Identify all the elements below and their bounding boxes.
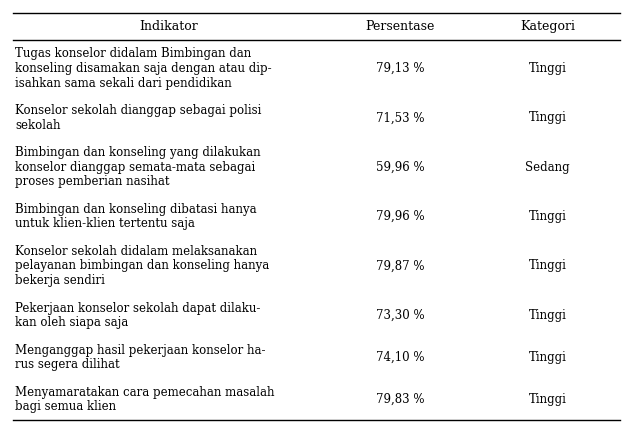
Text: kan oleh siapa saja: kan oleh siapa saja (15, 316, 128, 329)
Text: 71,53 %: 71,53 % (376, 112, 424, 124)
Text: Tugas konselor didalam Bimbingan dan: Tugas konselor didalam Bimbingan dan (15, 48, 251, 60)
Text: Pekerjaan konselor sekolah dapat dilaku-: Pekerjaan konselor sekolah dapat dilaku- (15, 302, 261, 314)
Text: Sedang: Sedang (525, 161, 570, 174)
Text: Indikator: Indikator (140, 20, 199, 33)
Text: Konselor sekolah dianggap sebagai polisi: Konselor sekolah dianggap sebagai polisi (15, 104, 261, 117)
Text: isahkan sama sekali dari pendidikan: isahkan sama sekali dari pendidikan (15, 77, 232, 90)
Text: Persentase: Persentase (365, 20, 435, 33)
Text: 73,30 %: 73,30 % (376, 309, 424, 322)
Text: 79,83 %: 79,83 % (376, 393, 424, 406)
Text: Tinggi: Tinggi (529, 210, 567, 223)
Text: Kategori: Kategori (520, 20, 575, 33)
Text: Tinggi: Tinggi (529, 260, 567, 272)
Text: rus segera dilihat: rus segera dilihat (15, 358, 120, 371)
Text: konselor dianggap semata-mata sebagai: konselor dianggap semata-mata sebagai (15, 161, 256, 174)
Text: Tinggi: Tinggi (529, 393, 567, 406)
Text: 59,96 %: 59,96 % (376, 161, 424, 174)
Text: Tinggi: Tinggi (529, 112, 567, 124)
Text: proses pemberian nasihat: proses pemberian nasihat (15, 175, 170, 188)
Text: bekerja sendiri: bekerja sendiri (15, 274, 105, 287)
Text: Bimbingan dan konseling yang dilakukan: Bimbingan dan konseling yang dilakukan (15, 146, 261, 159)
Text: Tinggi: Tinggi (529, 351, 567, 364)
Text: 74,10 %: 74,10 % (376, 351, 424, 364)
Text: Konselor sekolah didalam melaksanakan: Konselor sekolah didalam melaksanakan (15, 245, 258, 258)
Text: Menganggap hasil pekerjaan konselor ha-: Menganggap hasil pekerjaan konselor ha- (15, 344, 266, 356)
Text: 79,13 %: 79,13 % (376, 62, 424, 75)
Text: sekolah: sekolah (15, 119, 61, 132)
Text: konseling disamakan saja dengan atau dip-: konseling disamakan saja dengan atau dip… (15, 62, 272, 75)
Text: untuk klien-klien tertentu saja: untuk klien-klien tertentu saja (15, 218, 195, 230)
Text: Tinggi: Tinggi (529, 309, 567, 322)
Text: 79,96 %: 79,96 % (376, 210, 424, 223)
Text: bagi semua klien: bagi semua klien (15, 400, 116, 413)
Text: Menyamaratakan cara pemecahan masalah: Menyamaratakan cara pemecahan masalah (15, 386, 275, 399)
Text: 79,87 %: 79,87 % (376, 260, 424, 272)
Text: Bimbingan dan konseling dibatasi hanya: Bimbingan dan konseling dibatasi hanya (15, 203, 257, 216)
Text: Tinggi: Tinggi (529, 62, 567, 75)
Text: pelayanan bimbingan dan konseling hanya: pelayanan bimbingan dan konseling hanya (15, 260, 270, 272)
